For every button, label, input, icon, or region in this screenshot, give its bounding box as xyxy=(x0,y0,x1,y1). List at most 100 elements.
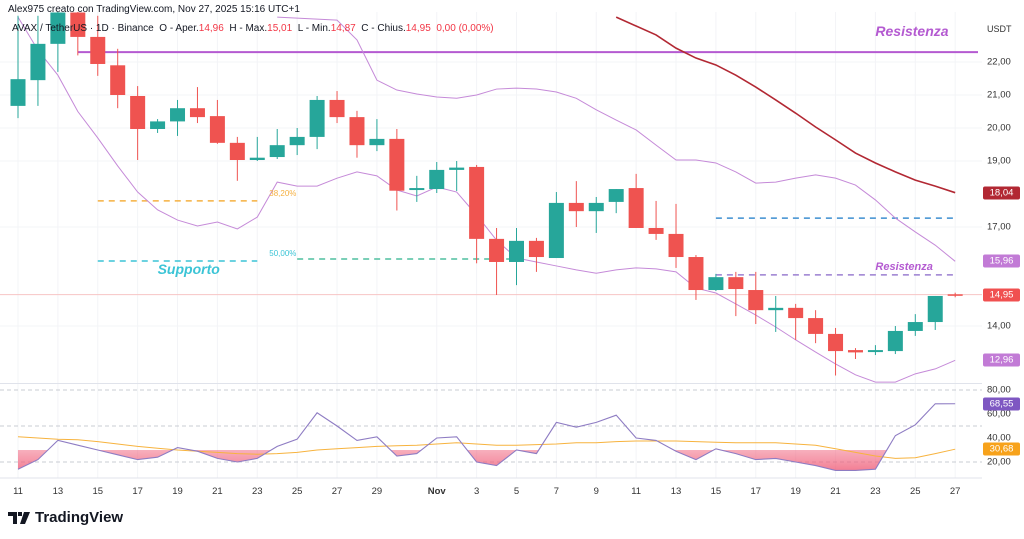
candle-body xyxy=(189,108,205,118)
candle-body xyxy=(887,330,903,352)
candle-body xyxy=(449,167,465,170)
candle-body xyxy=(409,188,425,191)
open-label: O - Aper. xyxy=(159,23,199,34)
candle-bearish xyxy=(130,86,146,161)
candle-body xyxy=(708,277,724,291)
candle-bullish xyxy=(289,128,305,156)
candle-body xyxy=(528,240,544,258)
candle-body xyxy=(588,202,604,212)
candle-body xyxy=(548,202,564,259)
candle-body xyxy=(608,189,624,202)
candle-body xyxy=(170,108,186,122)
annotation-resistenza: Resistenza xyxy=(875,23,949,40)
candle-body xyxy=(808,318,824,334)
date-axis-label: 5 xyxy=(513,486,520,497)
candle-bullish xyxy=(449,161,465,192)
candle-bullish xyxy=(509,227,524,286)
currency-label: USDT xyxy=(987,24,1012,34)
candle-bullish xyxy=(269,128,285,160)
candle-bearish xyxy=(209,99,225,144)
candle-bullish xyxy=(588,196,604,233)
candle-body xyxy=(907,322,923,331)
candle-bearish xyxy=(90,15,106,76)
candle-body xyxy=(648,227,664,234)
price-badge: 15,96 xyxy=(983,254,1020,268)
candle-body xyxy=(249,157,265,161)
candle-bullish xyxy=(768,295,784,332)
candle-bullish xyxy=(30,15,46,106)
candle-body xyxy=(10,79,26,106)
date-axis-label: 13 xyxy=(670,486,682,497)
lower-bollinger-band xyxy=(17,16,956,383)
candle-bearish xyxy=(748,271,764,325)
candle-body xyxy=(369,138,385,146)
rsi-badge: 30,68 xyxy=(983,442,1020,456)
upper-bollinger-band xyxy=(277,16,956,262)
candle-bullish xyxy=(170,99,186,136)
candle-bearish xyxy=(469,164,485,264)
candle-bearish xyxy=(808,310,824,344)
date-axis-label: 11 xyxy=(631,486,642,497)
date-axis-label: 23 xyxy=(870,486,881,497)
date-axis-label: 7 xyxy=(553,486,560,497)
fib-50-label: 50,00% xyxy=(269,248,297,258)
price-badge: 14,95 xyxy=(983,288,1020,302)
fib-382-label: 38,20% xyxy=(269,188,297,198)
annotation-resistenza-small: Resistenza xyxy=(875,260,933,273)
candle-bullish xyxy=(887,326,903,355)
candle-body xyxy=(867,350,883,353)
price-axis-label: 19,00 xyxy=(987,155,1011,167)
candle-body xyxy=(828,333,844,352)
candle-bearish xyxy=(189,87,205,124)
candle-body xyxy=(728,277,744,290)
price-axis-label: 17,00 xyxy=(987,221,1011,233)
low-value: 14,87 xyxy=(330,23,356,34)
candle-bearish xyxy=(528,237,544,272)
rsi-badge: 68,55 xyxy=(983,397,1020,411)
date-axis-label: 25 xyxy=(291,486,303,497)
candle-bearish xyxy=(947,292,963,298)
date-axis-label: 17 xyxy=(132,486,143,497)
date-axis-label: 29 xyxy=(371,486,383,497)
candle-body xyxy=(110,65,126,95)
candle-bearish xyxy=(628,173,644,228)
annotation-supporto: Supporto xyxy=(157,260,220,277)
price-axis-label: 14,00 xyxy=(987,320,1011,332)
rsi-oversold-fill xyxy=(18,450,956,471)
candle-body xyxy=(329,99,345,118)
price-pane xyxy=(0,12,982,383)
date-axis-label: 25 xyxy=(910,486,921,497)
candle-body xyxy=(469,166,485,239)
candle-bearish xyxy=(728,271,744,317)
candle-bearish xyxy=(688,255,704,300)
rsi-axis-label: 20,00 xyxy=(987,456,1011,468)
candle-body xyxy=(788,307,804,319)
date-axis-label: 3 xyxy=(473,486,480,497)
symbol-label[interactable]: AVAX / TetherUS · 1D · Binance xyxy=(12,23,154,34)
candle-bullish xyxy=(309,95,325,150)
candle-body xyxy=(50,12,66,44)
date-axis-label: 15 xyxy=(710,486,722,497)
candle-bearish xyxy=(389,128,405,211)
close-value: 14,95 xyxy=(405,23,431,34)
candle-bullish xyxy=(907,314,923,336)
candle-bearish xyxy=(668,203,684,268)
tradingview-logo-text: TradingView xyxy=(35,509,124,526)
candle-body xyxy=(568,202,584,212)
candle-body xyxy=(509,240,524,262)
candle-bearish xyxy=(70,12,86,56)
candle-body xyxy=(688,257,704,291)
date-axis-label: 19 xyxy=(172,486,183,497)
price-axis-label: 21,00 xyxy=(987,89,1011,101)
high-label: H - Max. xyxy=(229,23,268,34)
date-axis-label: 21 xyxy=(212,486,223,497)
candle-bearish xyxy=(648,200,664,240)
price-badge: 12,96 xyxy=(983,353,1020,367)
tradingview-logo[interactable]: TradingView xyxy=(8,509,123,526)
candle-body xyxy=(150,121,166,129)
candle-bullish xyxy=(867,345,883,356)
tradingview-logo-icon xyxy=(8,511,30,524)
price-badge: 18,04 xyxy=(983,186,1020,200)
date-axis-label: 15 xyxy=(92,486,104,497)
